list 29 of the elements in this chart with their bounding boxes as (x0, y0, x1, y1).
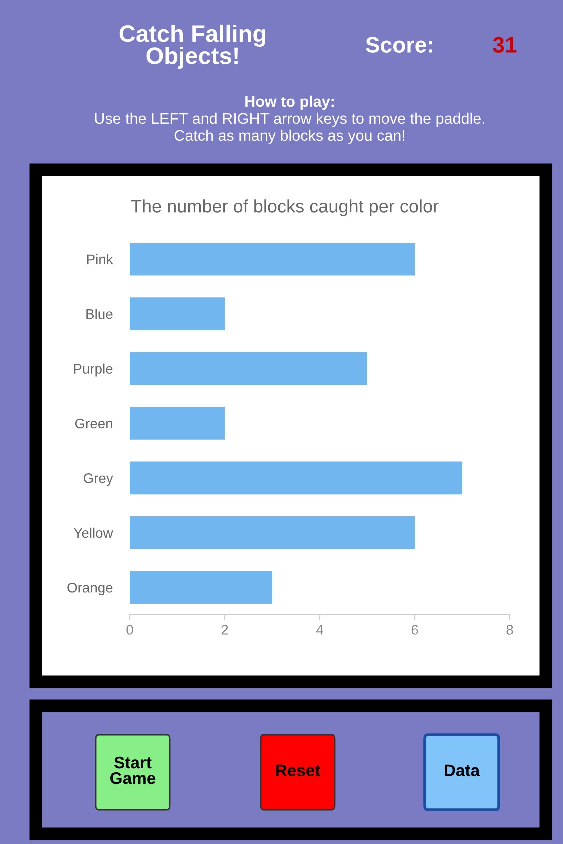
chart-title: The number of blocks caught per color (131, 200, 439, 216)
y-tick-label: Orange (68, 582, 113, 596)
text: Catch Falling Objects! (120, 24, 266, 70)
text: Start Game (110, 756, 156, 784)
text: Reset (276, 764, 320, 776)
bar (130, 298, 225, 330)
bar (130, 516, 415, 550)
bar (130, 407, 225, 440)
y-tick-label: Green (75, 418, 112, 429)
bar (130, 352, 368, 386)
text: 31 (493, 37, 517, 53)
y-tick-label: Pink (87, 254, 114, 264)
y-tick-label: Purple (74, 364, 113, 377)
y-tick-label: Grey (84, 474, 114, 486)
x-tick-label: 4 (316, 625, 324, 635)
text: Data (445, 764, 480, 776)
text: Catch as many blocks as you can! (174, 130, 405, 144)
y-tick-label: Blue (86, 309, 113, 320)
y-tick-label: Yellow (74, 528, 114, 538)
x-tick-label: 0 (126, 625, 134, 635)
text: How to play: (246, 96, 334, 110)
text: Use the LEFT and RIGHT arrow keys to move the paddle. (95, 112, 484, 128)
text: Score: (366, 37, 432, 53)
bar (130, 242, 415, 276)
x-tick-label: 8 (506, 625, 514, 635)
x-tick-label: 2 (222, 625, 228, 635)
bar (130, 571, 272, 604)
x-tick-label: 6 (412, 625, 418, 635)
bar (130, 462, 462, 495)
